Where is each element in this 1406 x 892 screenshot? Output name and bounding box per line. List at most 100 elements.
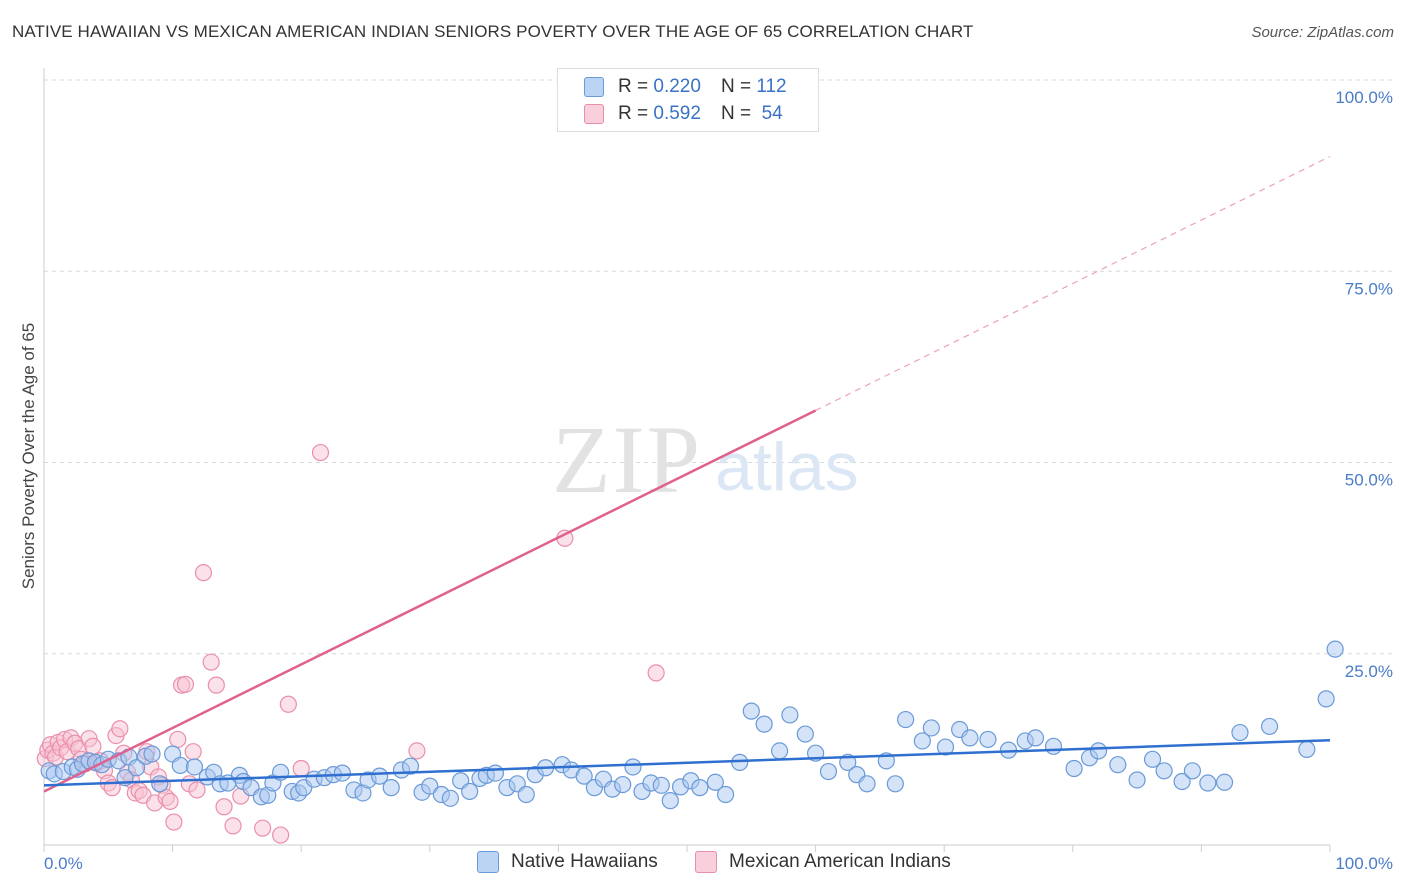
native-hawaiians-point <box>185 758 204 776</box>
y-tick-label: 100.0% <box>1335 88 1393 107</box>
stats-row-native-hawaiians: R = 0.220 N = 112 <box>584 75 787 99</box>
legend-swatch-pink <box>584 104 604 124</box>
r-value: 0.592 <box>653 103 701 124</box>
native-hawaiians-point <box>796 725 814 743</box>
native-hawaiians-point <box>143 745 161 763</box>
r-value: 0.220 <box>653 76 701 97</box>
native-hawaiians-point <box>486 764 504 782</box>
y-tick-label: 25.0% <box>1345 662 1393 681</box>
native-hawaiians-point <box>1109 756 1127 774</box>
source-credit: Source: ZipAtlas.com <box>1251 24 1394 41</box>
series-legend: Native Hawaiians Mexican American Indian… <box>0 851 1406 877</box>
mexican-american-indians-point <box>215 798 233 816</box>
mexican-american-indians-point <box>292 759 310 778</box>
native-hawaiians-point <box>1260 717 1279 736</box>
native-hawaiians-point <box>961 729 979 747</box>
mexican-american-indians-point <box>161 792 179 810</box>
native-hawaiians-points <box>40 640 1344 810</box>
native-hawaiians-point <box>1326 640 1344 658</box>
native-hawaiians-point <box>781 706 799 724</box>
native-hawaiians-point <box>1199 774 1217 792</box>
mexican-american-indians-point <box>169 730 187 749</box>
y-tick-label: 75.0% <box>1345 279 1393 298</box>
watermark-zip: ZIP <box>552 406 702 513</box>
watermark: ZIP atlas <box>552 406 859 513</box>
native-hawaiians-point <box>731 753 749 771</box>
mexican-american-indians-trend-line <box>43 409 817 793</box>
native-hawaiians-point <box>127 759 146 777</box>
n-label: N = <box>720 76 752 97</box>
legend-label: Native Hawaiians <box>511 851 658 872</box>
x-tick-label-max: 100.0% <box>1335 854 1393 873</box>
native-hawaiians-point <box>624 758 642 776</box>
native-hawaiians-point <box>755 715 773 733</box>
stats-legend: R = 0.220 N = 112 R = 0.592 N = 54 <box>557 68 819 132</box>
native-hawaiians-point <box>1155 762 1173 780</box>
mexican-american-indians-point <box>272 826 290 844</box>
native-hawaiians-point <box>922 719 940 737</box>
trend-lines <box>43 155 1331 793</box>
native-hawaiians-point <box>421 777 439 795</box>
native-hawaiians-point <box>517 785 535 804</box>
y-tick-labels: 100.0% 75.0% 50.0% 25.0% <box>1335 88 1393 681</box>
mexican-american-indians-point <box>202 653 220 671</box>
mexican-american-indians-point <box>184 743 202 761</box>
y-tick-label: 50.0% <box>1345 471 1393 490</box>
native-hawaiians-point <box>819 762 838 781</box>
mexican-american-indians-point <box>188 781 206 799</box>
mexican-american-indians-point <box>224 817 242 835</box>
native-hawaiians-point <box>382 779 400 797</box>
native-hawaiians-point <box>742 702 760 720</box>
native-hawaiians-point <box>441 789 459 807</box>
mexican-american-indians-point <box>165 813 183 831</box>
native-hawaiians-point <box>461 782 479 801</box>
native-hawaiians-point <box>1231 723 1249 742</box>
native-hawaiians-point <box>1089 742 1108 760</box>
stats-row-mexican-american-indians: R = 0.592 N = 54 <box>584 102 783 126</box>
r-label: R = <box>618 76 649 97</box>
mexican-american-indians-point <box>194 564 213 582</box>
native-hawaiians-point <box>936 738 955 756</box>
native-hawaiians-point <box>1128 771 1146 789</box>
native-hawaiians-point <box>897 710 915 729</box>
legend-swatch-blue <box>584 77 604 97</box>
mexican-american-indians-point <box>408 742 426 760</box>
native-hawaiians-point <box>979 730 997 749</box>
mexican-american-indians-point <box>279 695 297 713</box>
native-hawaiians-point <box>858 775 876 793</box>
n-label: N = <box>720 103 752 124</box>
native-hawaiians-point <box>770 742 789 760</box>
chart-title: NATIVE HAWAIIAN VS MEXICAN AMERICAN INDI… <box>12 22 974 41</box>
legend-item-native-hawaiians: Native Hawaiians <box>477 851 658 873</box>
native-hawaiians-point <box>614 775 632 794</box>
native-hawaiians-point <box>1215 773 1234 791</box>
native-hawaiians-point <box>913 732 931 750</box>
native-hawaiians-point <box>1173 772 1191 791</box>
native-hawaiians-point <box>1298 740 1316 758</box>
native-hawaiians-point <box>706 773 724 791</box>
y-axis-label: Seniors Poverty Over the Age of 65 <box>19 323 38 589</box>
native-hawaiians-point <box>401 757 420 775</box>
legend-swatch-blue <box>477 851 499 873</box>
native-hawaiians-point <box>371 767 389 785</box>
native-hawaiians-point <box>661 792 679 810</box>
r-label: R = <box>618 103 649 124</box>
legend-label: Mexican American Indians <box>729 851 951 872</box>
native-hawaiians-point <box>1143 750 1162 768</box>
mexican-american-indians-point <box>311 443 330 462</box>
legend-item-mexican-american-indians: Mexican American Indians <box>695 851 951 873</box>
native-hawaiians-trend-line <box>43 738 1331 787</box>
native-hawaiians-point <box>333 764 351 782</box>
native-hawaiians-point <box>575 767 593 785</box>
native-hawaiians-point <box>1044 737 1063 755</box>
mexican-american-indians-point <box>84 737 102 755</box>
native-hawaiians-point <box>716 785 735 804</box>
n-value: 112 <box>756 76 787 97</box>
native-hawaiians-point <box>1317 690 1335 708</box>
native-hawaiians-point <box>1026 729 1045 747</box>
mexican-american-indians-point <box>254 819 272 837</box>
axes <box>43 68 1331 852</box>
native-hawaiians-point <box>691 779 709 797</box>
mexican-american-indians-point <box>111 720 129 738</box>
